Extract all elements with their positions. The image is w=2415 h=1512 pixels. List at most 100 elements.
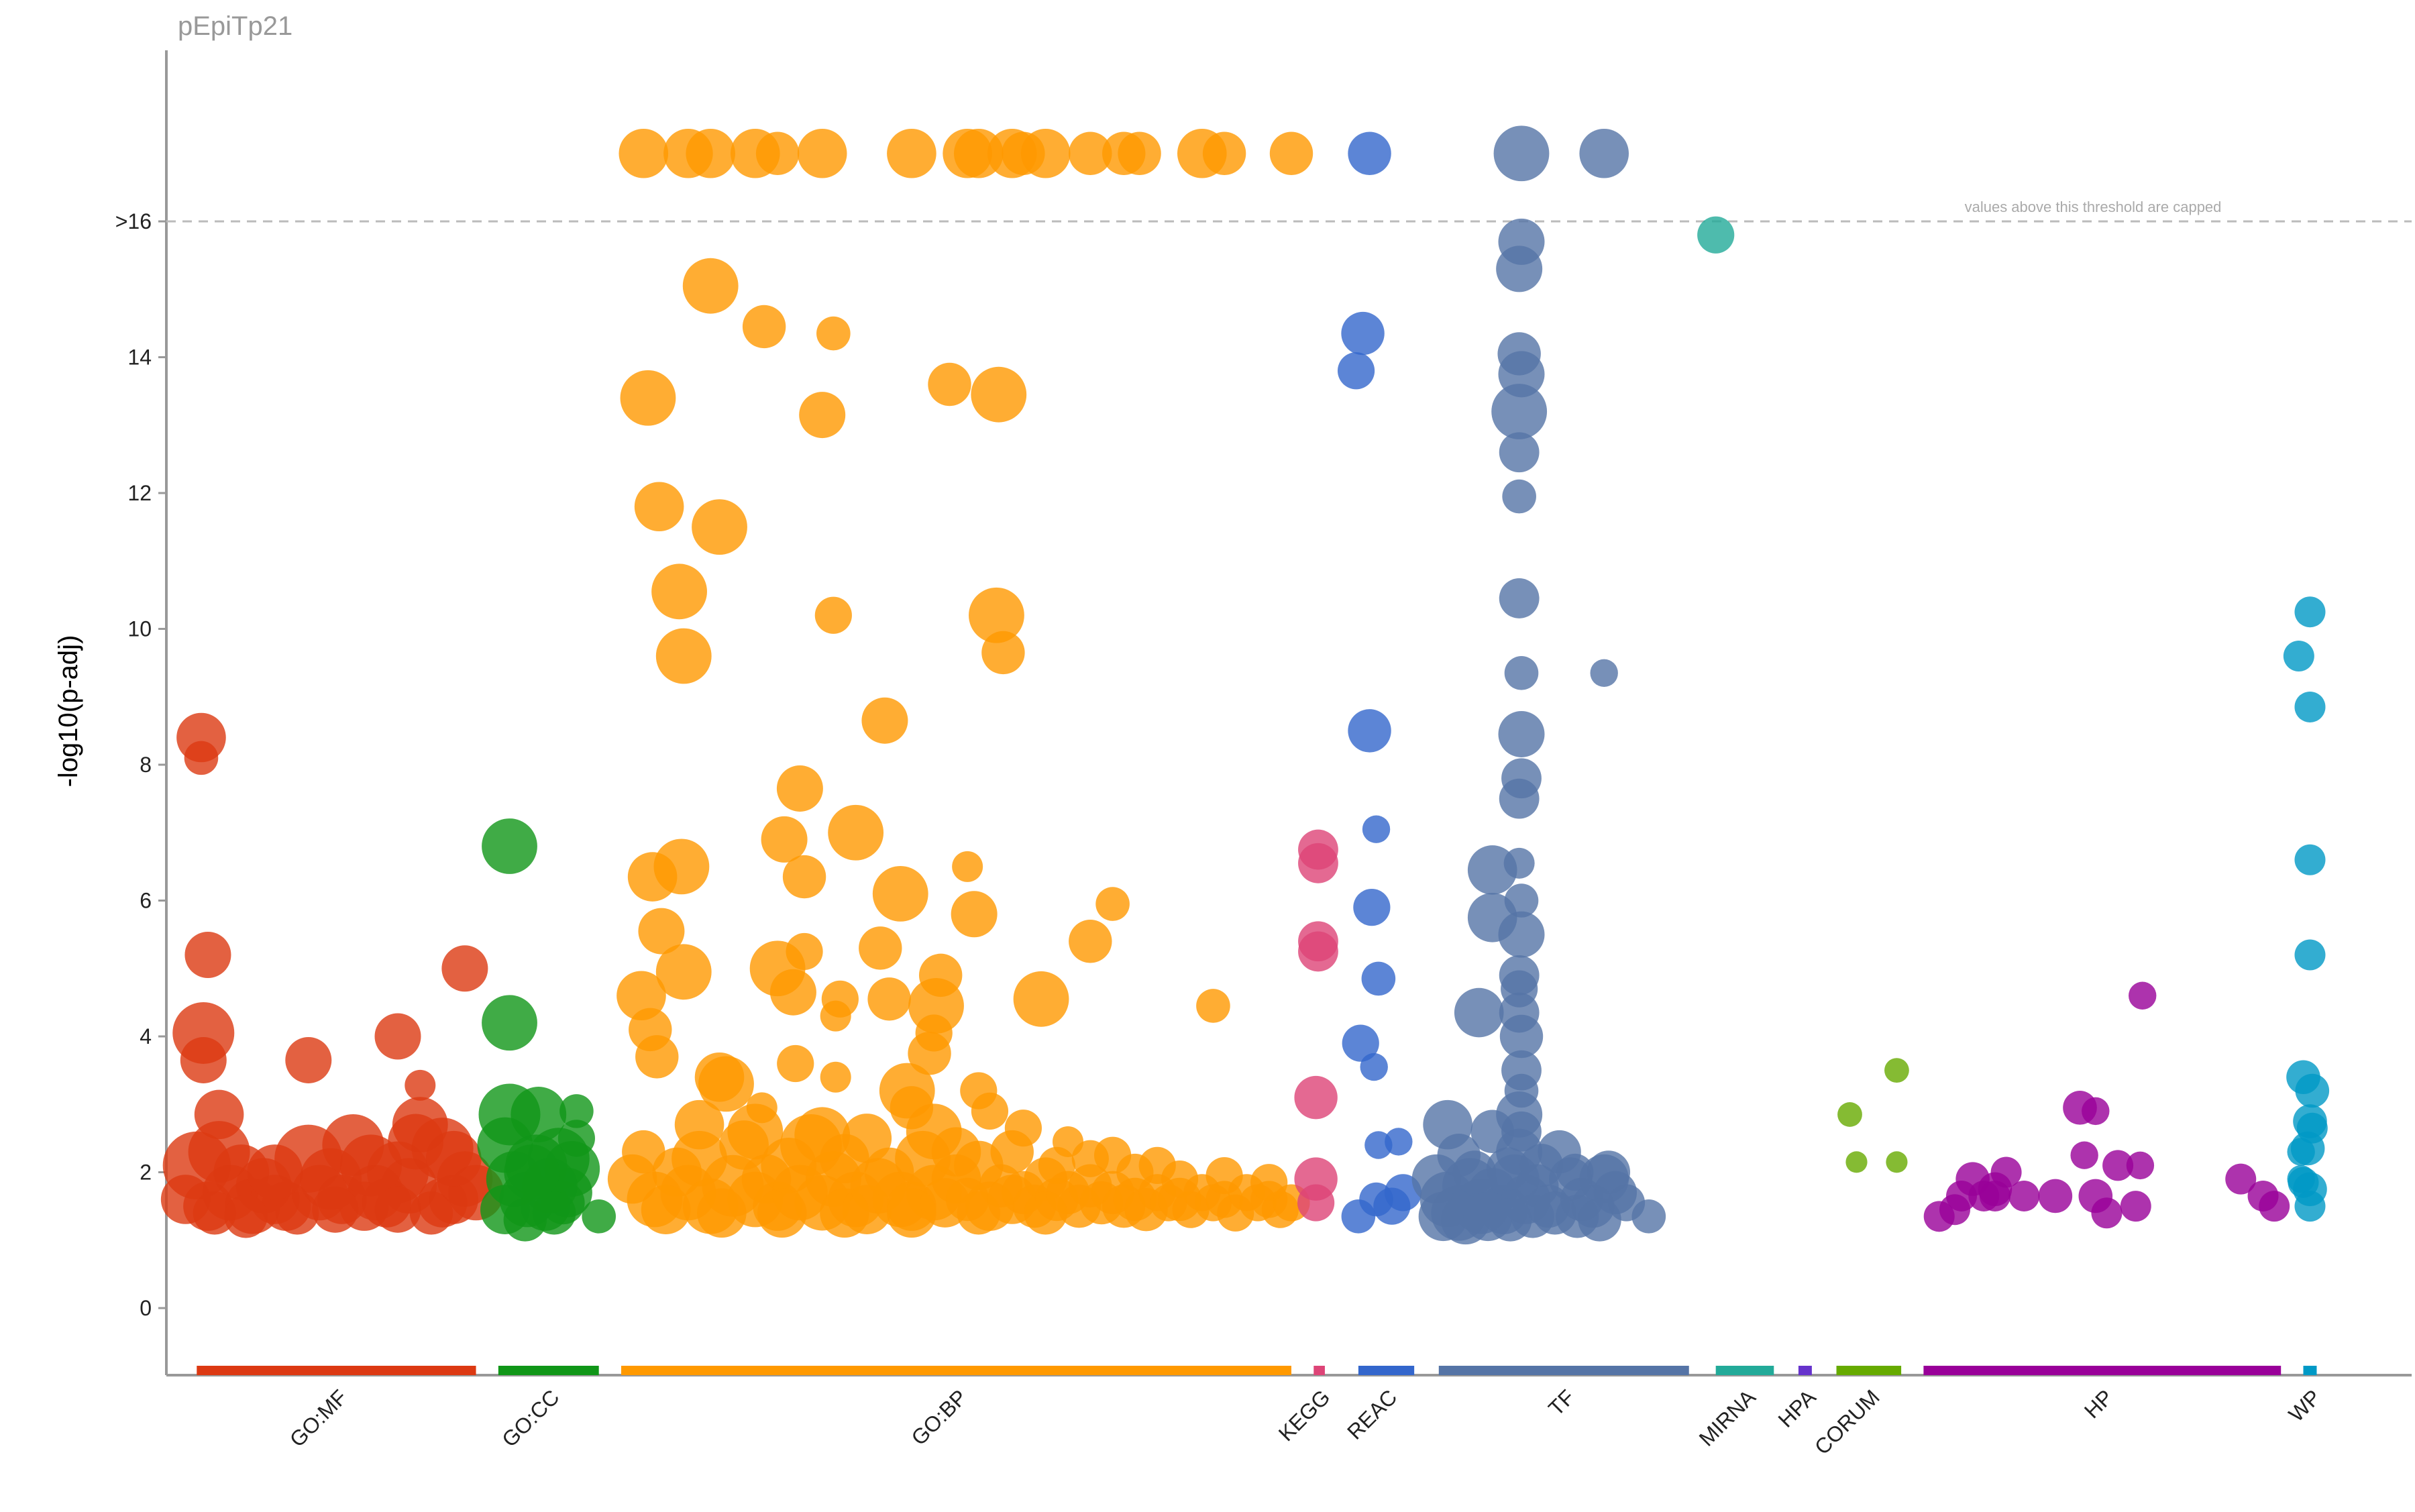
data-point[interactable] [828,804,884,861]
data-point[interactable] [1499,432,1540,473]
data-point[interactable] [981,631,1025,675]
data-point[interactable] [559,1094,594,1128]
data-point[interactable] [1038,1146,1075,1184]
data-point[interactable] [1196,989,1230,1023]
data-point[interactable] [638,908,685,955]
data-point[interactable] [2259,1191,2290,1222]
data-point[interactable] [820,1000,851,1032]
data-point[interactable] [247,1144,303,1200]
data-point[interactable] [1362,815,1391,843]
data-point[interactable] [544,1141,600,1197]
data-point[interactable] [312,1186,359,1233]
data-point[interactable] [651,563,707,620]
data-point[interactable] [532,1191,576,1235]
data-point[interactable] [908,1032,951,1075]
data-point[interactable] [931,1127,981,1177]
data-point[interactable] [971,366,1027,423]
data-point[interactable] [1020,128,1071,178]
data-point[interactable] [1886,1151,1908,1173]
data-point[interactable] [867,977,911,1021]
data-point[interactable] [2120,1191,2151,1222]
data-point[interactable] [1348,709,1391,753]
data-point[interactable] [1342,1024,1379,1062]
data-point[interactable] [990,1130,1034,1174]
data-point[interactable] [1631,1199,1666,1234]
data-point[interactable] [1337,352,1375,390]
data-point[interactable] [1470,1110,1514,1153]
data-point[interactable] [374,1013,421,1060]
data-point[interactable] [686,128,735,178]
data-point[interactable] [180,1036,227,1083]
data-point[interactable] [1579,128,1629,178]
data-point[interactable] [797,128,847,178]
data-point[interactable] [285,1036,332,1083]
data-point[interactable] [2225,1163,2257,1195]
data-point[interactable] [1498,911,1545,958]
data-point[interactable] [1297,1184,1335,1222]
data-point[interactable] [887,1188,936,1238]
data-point[interactable] [641,1185,691,1234]
data-point[interactable] [1298,931,1338,972]
data-point[interactable] [928,362,971,407]
data-point[interactable] [1504,883,1539,918]
data-point[interactable] [482,818,537,874]
data-point[interactable] [224,1195,268,1238]
data-point[interactable] [1353,889,1391,926]
data-point[interactable] [1499,778,1540,819]
data-point[interactable] [1979,1180,2010,1211]
data-point[interactable] [482,995,537,1051]
data-point[interactable] [814,596,852,634]
data-point[interactable] [1697,216,1735,254]
data-point[interactable] [861,697,908,744]
data-point[interactable] [1348,131,1391,175]
data-point[interactable] [1373,1187,1411,1225]
data-point[interactable] [2294,1191,2326,1222]
data-point[interactable] [2283,641,2314,671]
data-point[interactable] [2102,1150,2134,1181]
data-point[interactable] [1360,1052,1388,1081]
data-point[interactable] [193,1191,237,1235]
data-point[interactable] [1845,1151,1868,1173]
data-point[interactable] [769,969,816,1016]
data-point[interactable] [504,1144,560,1200]
data-point[interactable] [1095,887,1130,921]
data-point[interactable] [340,1134,402,1197]
data-point[interactable] [2287,1165,2315,1193]
data-point[interactable] [952,851,983,882]
data-point[interactable] [653,839,710,895]
data-point[interactable] [859,926,902,970]
data-point[interactable] [1361,961,1396,996]
data-point[interactable] [1341,1199,1376,1234]
data-point[interactable] [816,316,851,351]
data-point[interactable] [1837,1102,1862,1127]
data-point[interactable] [682,258,739,314]
data-point[interactable] [655,944,712,1000]
data-point[interactable] [776,765,823,812]
data-point[interactable] [742,305,786,349]
data-point[interactable] [2129,981,2157,1010]
data-point[interactable] [799,392,846,439]
data-point[interactable] [820,1061,851,1093]
data-point[interactable] [184,932,231,978]
data-point[interactable] [2287,1138,2315,1166]
data-point[interactable] [1118,131,1161,175]
data-point[interactable] [971,1092,1009,1130]
data-point[interactable] [1946,1180,1977,1211]
data-point[interactable] [2294,939,2326,971]
data-point[interactable] [1884,1058,1909,1083]
data-point[interactable] [2294,844,2326,875]
data-point[interactable] [405,1069,436,1101]
data-point[interactable] [1269,131,1313,175]
data-point[interactable] [1013,971,1069,1027]
data-point[interactable] [2082,1097,2110,1126]
data-point[interactable] [425,1130,482,1187]
data-point[interactable] [2295,1073,2330,1108]
data-point[interactable] [957,1191,1001,1235]
data-point[interactable] [1498,710,1545,757]
data-point[interactable] [757,1188,807,1238]
data-point[interactable] [1587,1150,1631,1194]
data-point[interactable] [1452,1150,1497,1194]
data-point[interactable] [674,1099,724,1150]
data-point[interactable] [635,1035,679,1079]
data-point[interactable] [616,971,666,1021]
